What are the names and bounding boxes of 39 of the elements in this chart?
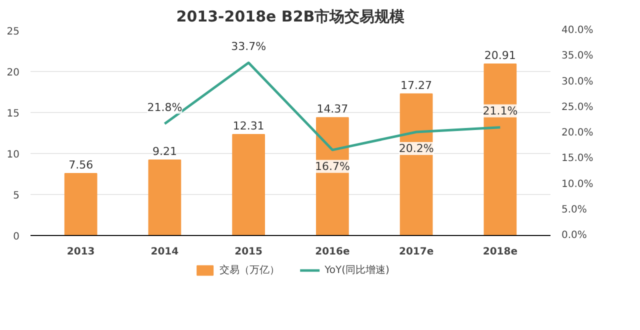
y2-tick-label: 40.0% xyxy=(562,25,594,36)
y2-tick-label: 10.0% xyxy=(562,178,594,190)
x-tick-label: 2016e xyxy=(315,246,350,258)
x-tick-label: 2013 xyxy=(66,246,95,258)
y-tick-label: 10 xyxy=(6,150,20,160)
bar xyxy=(232,134,265,236)
x-tick-label: 2014 xyxy=(150,246,179,258)
data-label: 21.8% xyxy=(147,100,182,114)
data-label: 14.37 xyxy=(316,102,348,116)
bar xyxy=(484,64,517,236)
x-tick-label: 2017e xyxy=(399,246,434,258)
y-tick-label: 15 xyxy=(6,108,20,120)
y-tick-label: 5 xyxy=(13,190,20,202)
x-tick-label: 2015 xyxy=(234,246,263,258)
data-label: 17.27 xyxy=(400,78,432,92)
y2-tick-label: 0.0% xyxy=(562,230,587,241)
y2-tick-label: 20.0% xyxy=(562,128,594,138)
data-label: 21.1% xyxy=(482,104,518,118)
y-tick-label: 0 xyxy=(13,232,20,242)
data-label: 33.7% xyxy=(231,40,266,53)
chart-title: 2013-2018e B2B市场交易规模 xyxy=(176,8,406,26)
y2-tick-label: 5.0% xyxy=(562,204,587,216)
data-label: 9.21 xyxy=(152,144,177,158)
y-tick-label: 25 xyxy=(6,26,20,38)
y2-tick-label: 35.0% xyxy=(562,50,594,62)
legend-label: 交易（万亿） xyxy=(220,264,280,277)
data-label: 20.91 xyxy=(484,49,516,62)
data-label: 20.2% xyxy=(398,142,434,155)
data-label: 16.7% xyxy=(314,160,350,173)
y-tick-label: 20 xyxy=(6,68,20,78)
data-label: 7.56 xyxy=(68,158,94,172)
bar xyxy=(64,173,98,236)
y2-tick-label: 15.0% xyxy=(562,153,594,164)
bar xyxy=(148,159,182,236)
data-label: 12.31 xyxy=(232,120,264,133)
x-tick-label: 2018e xyxy=(482,246,518,258)
legend-label: YoY(同比增速) xyxy=(324,264,390,277)
y2-tick-label: 25.0% xyxy=(562,102,594,113)
y2-tick-label: 30.0% xyxy=(562,76,594,88)
